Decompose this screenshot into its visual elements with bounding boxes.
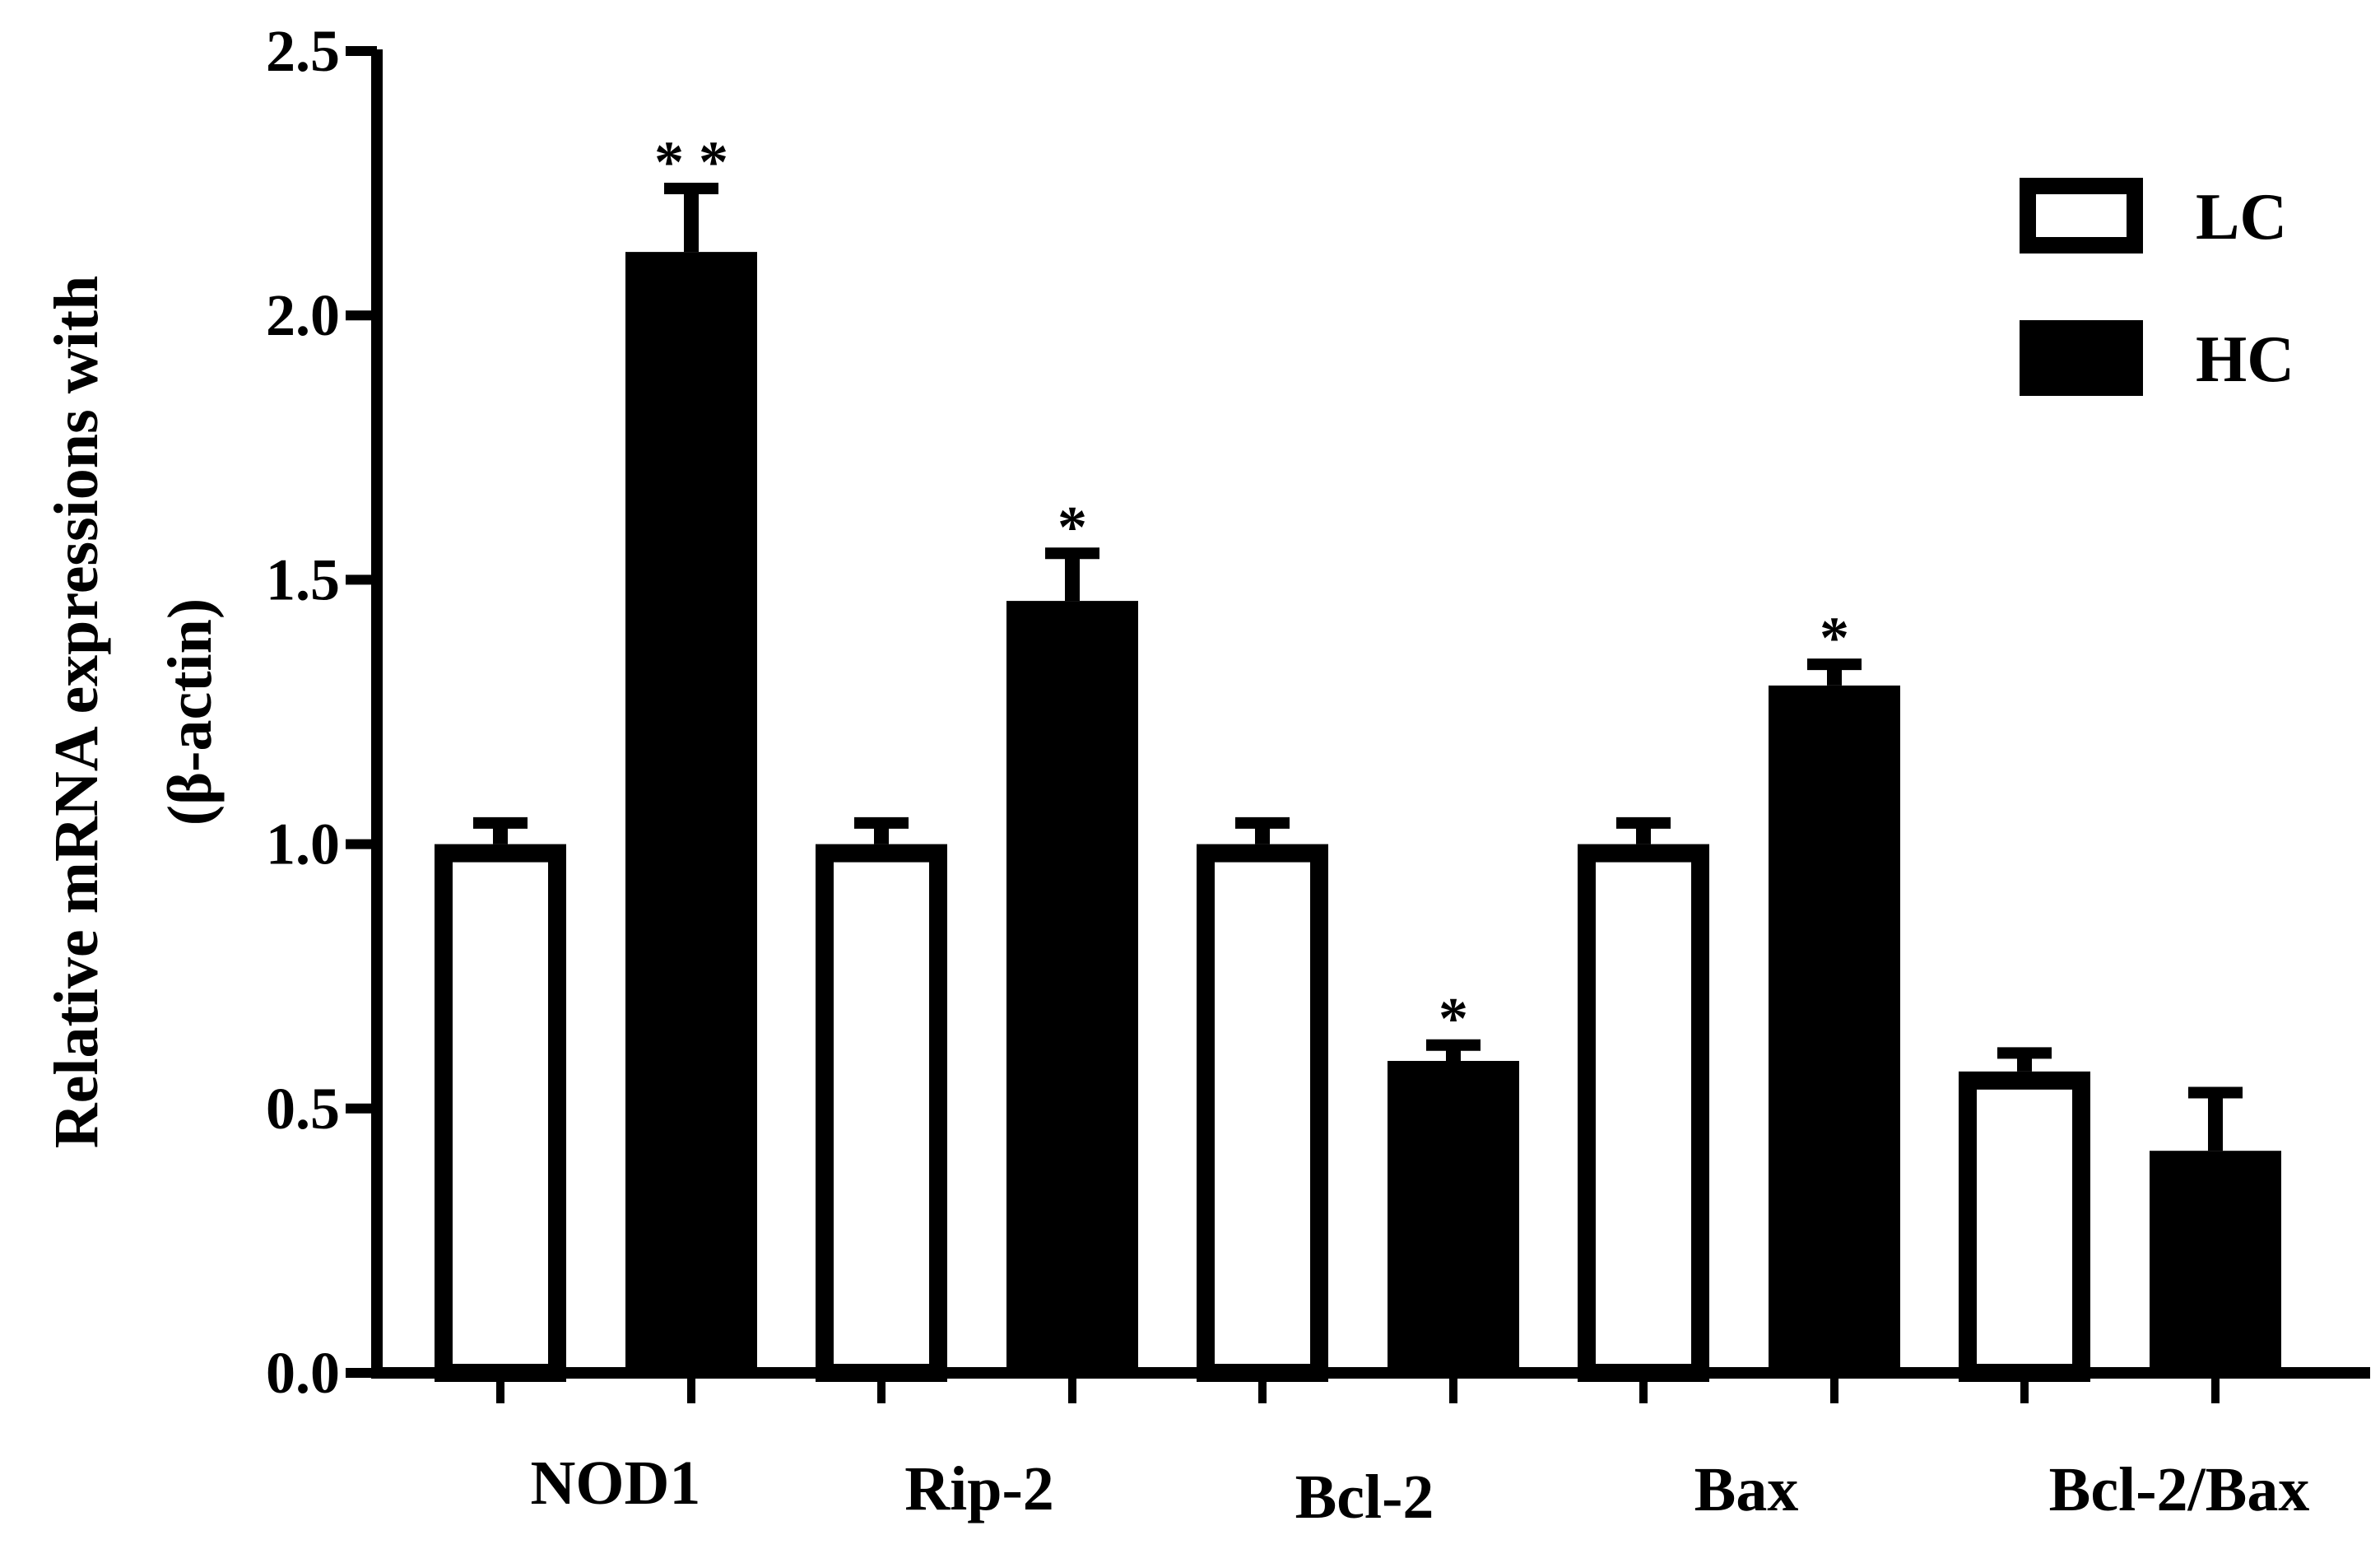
significance-mark: * * [654,129,728,195]
y-tick-label: 2.5 [266,18,340,84]
bars-layer [435,183,2281,1383]
legend: LC HC [2020,178,2294,396]
significance-mark: * [1439,986,1468,1052]
bar-hc-1 [625,252,757,1373]
significance-mark: * [1058,494,1087,560]
legend-label-hc: HC [2196,323,2294,396]
bar-lc-3 [1197,844,1328,1382]
y-axis-title-line1: Relative mRNA expressions with [42,276,111,1148]
bar-hc-2 [1006,601,1138,1373]
bar-lc-5 [1959,1071,2090,1383]
x-category-label: Bax [1694,1455,1799,1524]
bar-hc-5 [2150,1151,2281,1373]
x-category-label: Rip-2 [904,1454,1054,1523]
y-tick-label: 0.5 [266,1076,340,1142]
x-category-label: Bcl-2 [1295,1463,1434,1532]
y-tick-label: 2.0 [266,282,340,348]
bar-hc-3 [1388,1060,1519,1373]
y-tick-label: 0.0 [266,1340,340,1406]
legend-label-lc: LC [2196,181,2287,254]
labels-layer: * * * * * NOD1 Rip-2 Bcl-2 Bax Bcl-2/Bax Relative… [42,129,2309,1532]
x-category-label: Bcl-2/Bax [2049,1455,2310,1524]
y-tick-label: 1.5 [266,547,340,612]
significance-mark: * [1820,605,1849,671]
y-axis-title-line2: (β-actin) [156,598,225,826]
x-category-label: NOD1 [531,1449,701,1518]
bar-lc-4 [1578,844,1709,1382]
legend-swatch-hc [2020,320,2143,396]
bar-lc-1 [435,844,566,1382]
bar-hc-4 [1769,685,1900,1373]
axes-layer: 0.0 0.5 1.0 1.5 2.0 2.5 [266,18,2370,1406]
y-tick-label: 1.0 [266,812,340,877]
legend-swatch-lc [2020,178,2143,254]
bar-lc-2 [816,844,947,1382]
